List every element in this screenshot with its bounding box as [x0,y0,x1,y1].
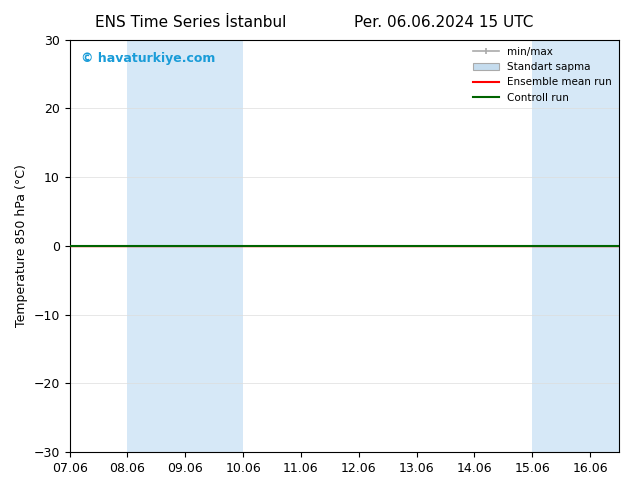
Text: Per. 06.06.2024 15 UTC: Per. 06.06.2024 15 UTC [354,15,533,30]
Text: ENS Time Series İstanbul: ENS Time Series İstanbul [94,15,286,30]
Y-axis label: Temperature 850 hPa (°C): Temperature 850 hPa (°C) [15,165,28,327]
Bar [127,40,243,452]
Text: © havaturkiye.com: © havaturkiye.com [81,52,215,65]
Legend: min/max, Standart sapma, Ensemble mean run, Controll run: min/max, Standart sapma, Ensemble mean r… [469,43,616,107]
Bar [533,40,619,452]
